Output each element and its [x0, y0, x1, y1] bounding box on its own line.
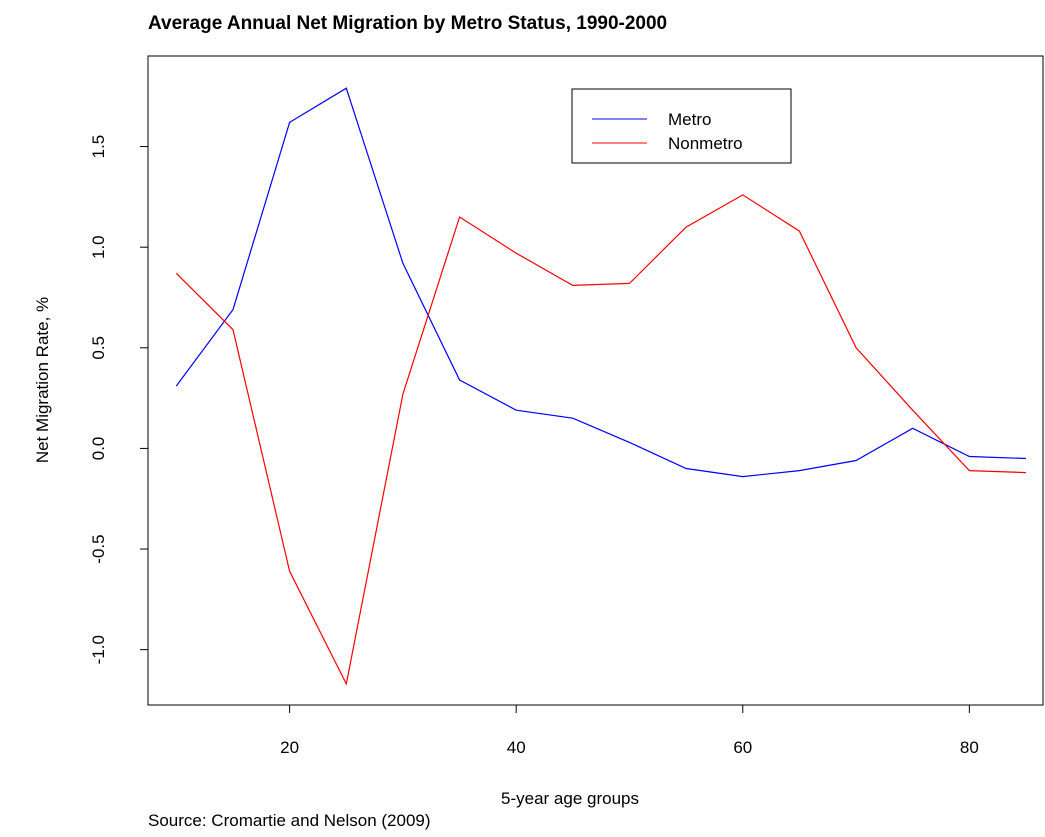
- y-tick-label: -0.5: [89, 534, 108, 563]
- legend: Metro Nonmetro: [571, 88, 792, 164]
- x-axis: 20 40 60 80: [280, 705, 979, 757]
- y-tick-label: 0.5: [89, 336, 108, 360]
- series-layer: [175, 87, 1027, 686]
- x-tick-label: 40: [507, 738, 526, 757]
- y-axis: -1.0 -0.5 0.0 0.5 1.0 1.5: [89, 135, 148, 664]
- y-tick-label: -1.0: [89, 635, 108, 664]
- legend-box: [571, 88, 792, 164]
- x-tick-label: 60: [733, 738, 752, 757]
- y-tick-label: 1.0: [89, 235, 108, 259]
- plot-frame: [147, 55, 1044, 706]
- series-line-metro: [175, 87, 1027, 478]
- y-tick-label: 1.5: [89, 135, 108, 159]
- x-tick-label: 20: [280, 738, 299, 757]
- x-axis-label: 5-year age groups: [501, 789, 639, 808]
- chart-title: Average Annual Net Migration by Metro St…: [148, 13, 667, 34]
- legend-label-metro: Metro: [668, 110, 711, 129]
- series-line-nonmetro: [175, 194, 1027, 686]
- legend-label-nonmetro: Nonmetro: [668, 134, 743, 153]
- y-axis-label: Net Migration Rate, %: [33, 297, 52, 463]
- y-tick-label: 0.0: [89, 437, 108, 461]
- source-note: Source: Cromartie and Nelson (2009): [148, 811, 431, 830]
- x-tick-label: 80: [960, 738, 979, 757]
